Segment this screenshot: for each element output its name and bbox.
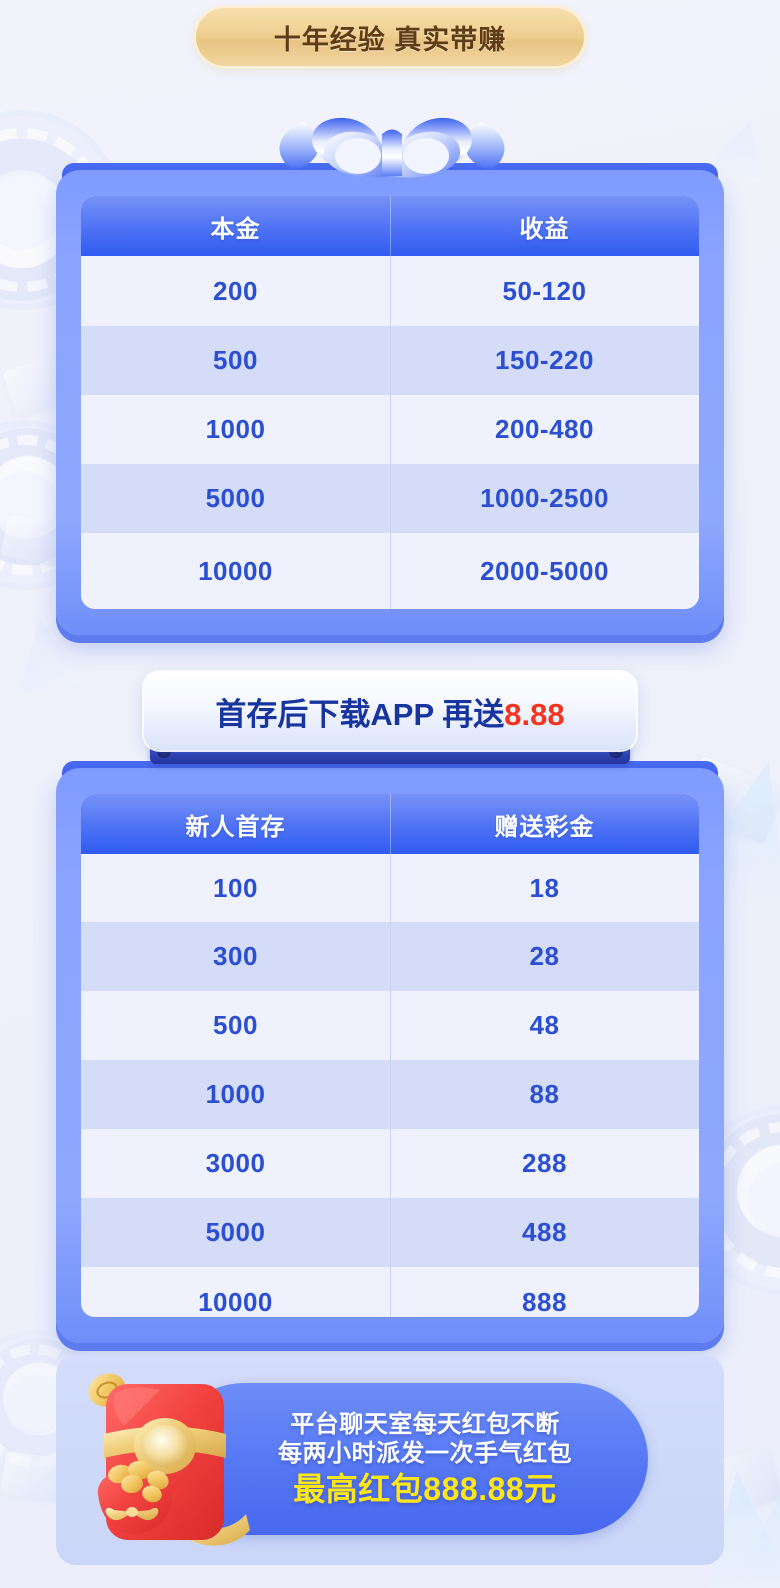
table-cell: 488: [522, 1217, 567, 1247]
table-row: 500 150-220: [81, 326, 699, 395]
table-row: 5000 1000-2500: [81, 464, 699, 533]
table-cell: 10000: [81, 1267, 390, 1317]
table-cell: 888: [522, 1286, 567, 1317]
table-cell: 5000: [81, 464, 390, 533]
table-row: 10000 2000-5000: [81, 533, 699, 609]
table-cell: 28: [529, 941, 560, 971]
first-deposit-table-card: 新人首存 赠送彩金 100 18 300 28 500 48 1000 88 3…: [56, 761, 724, 1343]
table-cell: 500: [81, 991, 390, 1060]
table-cell: 200: [81, 256, 390, 326]
promo-line-1: 平台聊天室每天红包不断: [290, 1410, 560, 1438]
table-cell: 1000-2500: [480, 483, 609, 513]
red-packet-promo-banner: 平台聊天室每天红包不断 每两小时派发一次手气红包 最高红包888.88元: [168, 1383, 648, 1535]
table-cell: 10000: [81, 533, 390, 609]
table-row: 1000 200-480: [81, 395, 699, 464]
table-column-header: 收益: [519, 215, 570, 243]
table-cell: 150-220: [495, 345, 594, 375]
table-header-row: 新人首存 赠送彩金: [81, 794, 699, 854]
app-bonus-amount: 8.88: [504, 696, 565, 732]
table-header-row: 本金 收益: [81, 196, 699, 256]
app-download-bonus-banner: 首存后下载APP 再送8.88: [144, 672, 636, 750]
table-cell: 50-120: [502, 275, 587, 306]
app-bonus-text: 首存后下载APP 再送: [215, 696, 505, 732]
table-cell: 88: [529, 1079, 560, 1109]
table-column-header: 新人首存: [81, 794, 390, 854]
table-cell: 300: [81, 922, 390, 991]
table-cell: 288: [522, 1148, 567, 1178]
table-cell: 500: [81, 326, 390, 395]
promo-line-2: 每两小时派发一次手气红包: [278, 1439, 572, 1467]
table-cell: 200-480: [495, 414, 594, 444]
table-column-header: 本金: [81, 196, 390, 256]
top-slogan-banner: 十年经验 真实带赚: [196, 8, 584, 66]
table-cell: 100: [81, 854, 390, 922]
earnings-table: 本金 收益 200 50-120 500 150-220 1000 200-48…: [81, 196, 699, 609]
top-slogan-text: 十年经验 真实带赚: [273, 24, 507, 55]
table-column-header: 赠送彩金: [494, 813, 595, 841]
first-deposit-table: 新人首存 赠送彩金 100 18 300 28 500 48 1000 88 3…: [81, 794, 699, 1317]
table-row: 500 48: [81, 991, 699, 1060]
table-cell: 48: [529, 1010, 560, 1040]
table-row: 100 18: [81, 854, 699, 922]
table-cell: 3000: [81, 1129, 390, 1198]
table-row: 300 28: [81, 922, 699, 991]
table-cell: 1000: [81, 1060, 390, 1129]
table-cell: 1000: [81, 395, 390, 464]
table-row: 10000 888: [81, 1267, 699, 1317]
table-row: 5000 488: [81, 1198, 699, 1267]
table-cell: 2000-5000: [480, 555, 609, 586]
table-row: 1000 88: [81, 1060, 699, 1129]
table-row: 200 50-120: [81, 256, 699, 326]
gift-bow-icon: [212, 104, 572, 186]
table-cell: 18: [529, 872, 560, 903]
table-cell: 5000: [81, 1198, 390, 1267]
red-envelope-icon: [74, 1362, 256, 1558]
table-row: 3000 288: [81, 1129, 699, 1198]
earnings-table-card: 本金 收益 200 50-120 500 150-220 1000 200-48…: [56, 163, 724, 635]
promo-line-3: 最高红包888.88元: [293, 1471, 557, 1508]
